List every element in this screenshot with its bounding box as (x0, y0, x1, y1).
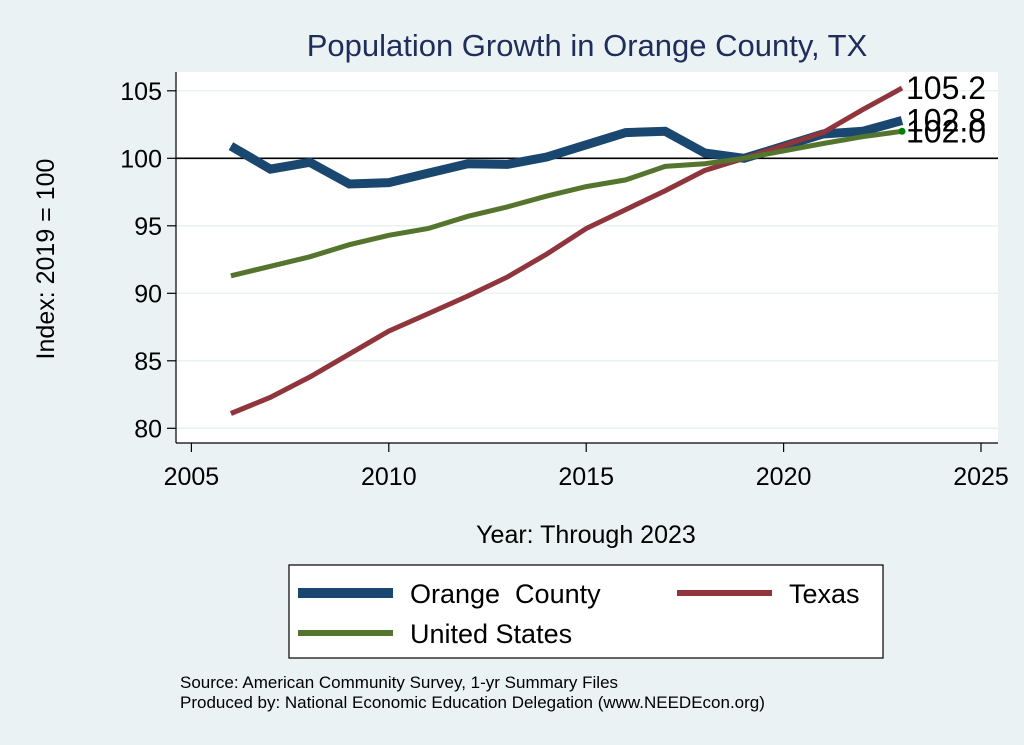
x-tick-label: 2015 (558, 463, 614, 491)
source-note: Source: American Community Survey, 1-yr … (180, 673, 618, 692)
end-label: 105.2 (906, 70, 986, 106)
x-tick-label: 2010 (361, 463, 417, 491)
y-axis-label: Index: 2019 = 100 (32, 159, 60, 360)
y-tick-label: 90 (134, 280, 162, 308)
produced-by-note: Produced by: National Economic Education… (180, 693, 765, 712)
legend-box (288, 564, 884, 659)
legend-label: Orange County (410, 579, 601, 609)
x-tick-label: 2005 (164, 463, 220, 491)
y-tick-label: 105 (120, 78, 162, 106)
y-tick-label: 80 (134, 415, 162, 443)
end-label: 102.8 (906, 103, 986, 139)
y-tick-label: 85 (134, 348, 162, 376)
y-tick-label: 100 (120, 145, 162, 173)
legend-label: United States (410, 619, 572, 649)
end-label: 102.0 (906, 113, 986, 149)
series-lines (228, 85, 906, 416)
y-tick-label: 95 (134, 213, 162, 241)
chart-title: Population Growth in Orange County, TX (307, 28, 868, 63)
end-point-marker (898, 127, 906, 135)
x-tick-label: 2020 (756, 463, 812, 491)
legend: Orange County Texas United States (288, 564, 884, 659)
series-line-texas (229, 85, 904, 416)
x-tick-label: 2025 (953, 463, 1009, 491)
legend-label: Texas (789, 579, 860, 609)
series-line-united-states (230, 128, 903, 279)
x-axis-label: Year: Through 2023 (476, 521, 696, 549)
axes: 80 85 90 95 100 105 2005 2010 2015 2020 2025 (120, 72, 1009, 491)
